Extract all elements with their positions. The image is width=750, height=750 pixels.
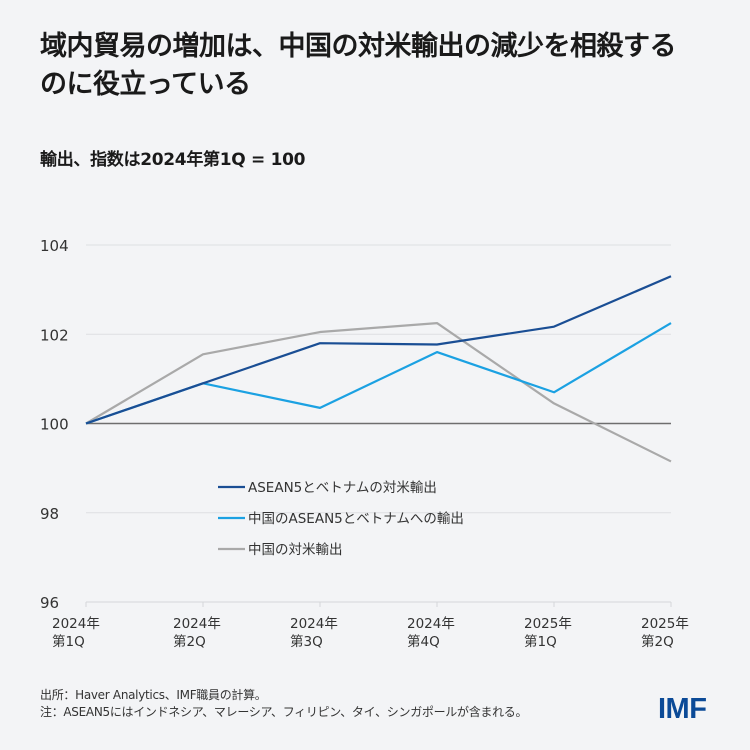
footer: 出所：Haver Analytics、IMF職員の計算。 注：ASEAN5にはイ… bbox=[40, 687, 528, 721]
x-tick-label-quarter: 第2Q bbox=[173, 633, 206, 650]
gridlines bbox=[86, 244, 671, 514]
y-tick-label: 104 bbox=[40, 237, 69, 255]
series-line-1 bbox=[85, 322, 672, 425]
x-tick-label: 2025年 bbox=[641, 616, 689, 632]
series-line-2 bbox=[85, 321, 672, 463]
legend: ASEAN5とベトナムの対米輸出中国のASEAN5とベトナムへの輸出中国の対米輸… bbox=[218, 480, 464, 558]
source-note: 出所：Haver Analytics、IMF職員の計算。 bbox=[40, 688, 267, 702]
y-tick-label: 96 bbox=[40, 594, 59, 612]
y-tick-label: 98 bbox=[40, 505, 59, 523]
imf-logo: IMF bbox=[658, 693, 707, 725]
x-tick-label-quarter: 第1Q bbox=[52, 633, 85, 650]
y-tick-label: 100 bbox=[40, 416, 69, 434]
x-tick-label: 2024年 bbox=[407, 616, 455, 632]
legend-label: ASEAN5とベトナムの対米輸出 bbox=[248, 480, 437, 496]
x-tick-label: 2024年 bbox=[52, 616, 100, 632]
chart-subtitle: 輸出、指数は2024年第1Q = 100 bbox=[40, 150, 306, 170]
y-tick-label: 102 bbox=[40, 326, 69, 344]
series-line-0 bbox=[85, 275, 672, 425]
series-lines bbox=[85, 275, 672, 463]
x-tick-label: 2024年 bbox=[290, 616, 338, 632]
x-axis: 2024年第1Q2024年第2Q2024年第3Q2024年第4Q2025年第1Q… bbox=[52, 601, 689, 650]
footnote: 注：ASEAN5にはインドネシア、マレーシア、フィリピン、タイ、シンガポールが含… bbox=[40, 705, 528, 719]
legend-label: 中国の対米輸出 bbox=[248, 542, 343, 558]
y-axis-ticks: 96 98 100 102 104 bbox=[40, 237, 69, 612]
x-tick-label-quarter: 第3Q bbox=[290, 633, 323, 650]
x-tick-label: 2024年 bbox=[173, 616, 221, 632]
chart-title: 域内貿易の増加は、中国の対米輸出の減少を相殺するのに役立っている bbox=[40, 31, 677, 100]
x-tick-label: 2025年 bbox=[524, 616, 572, 632]
x-tick-label-quarter: 第2Q bbox=[641, 633, 674, 650]
x-tick-label-quarter: 第1Q bbox=[524, 633, 557, 650]
x-tick-label-quarter: 第4Q bbox=[407, 633, 440, 650]
legend-label: 中国のASEAN5とベトナムへの輸出 bbox=[248, 511, 464, 527]
